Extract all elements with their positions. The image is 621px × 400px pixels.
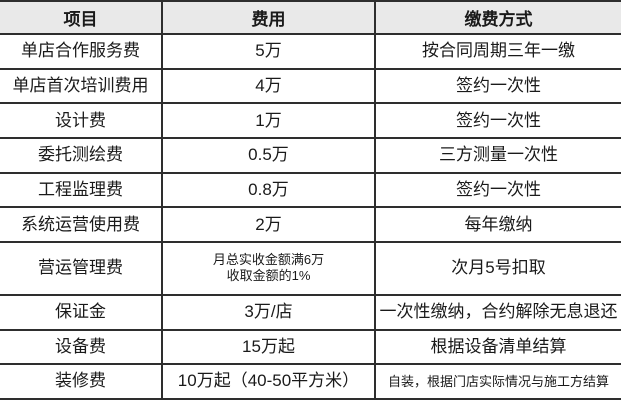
cell-payment: 按合同周期三年一缴: [374, 33, 621, 69]
cell-fee: 3万/店: [161, 293, 375, 330]
table-row: 保证金 3万/店 一次性缴纳，合约解除无息退还: [0, 293, 621, 330]
cell-item: 设备费: [0, 328, 162, 365]
header-fee: 费用: [161, 0, 375, 34]
cell-item: 装修费: [0, 363, 162, 399]
cell-payment: 自装，根据门店实际情况与施工方结算: [374, 363, 621, 399]
cell-fee: 月总实收金额满6万 收取金额的1%: [161, 241, 375, 295]
header-row: 项目 费用 缴费方式: [0, 0, 621, 34]
cell-fee: 15万起: [161, 328, 375, 365]
cell-payment: 根据设备清单结算: [374, 328, 621, 365]
cell-payment: 每年缴纳: [374, 206, 621, 243]
table-row: 工程监理费 0.8万 签约一次性: [0, 171, 621, 208]
cell-payment: 签约一次性: [374, 102, 621, 139]
cell-fee: 2万: [161, 206, 375, 243]
table-row: 设计费 1万 签约一次性: [0, 102, 621, 139]
cell-fee: 0.5万: [161, 137, 375, 173]
cell-item: 保证金: [0, 293, 162, 330]
cell-payment: 次月5号扣取: [374, 241, 621, 295]
cell-item: 系统运营使用费: [0, 206, 162, 243]
table-row: 系统运营使用费 2万 每年缴纳: [0, 206, 621, 243]
table-row: 装修费 10万起（40-50平方米） 自装，根据门店实际情况与施工方结算: [0, 363, 621, 399]
cell-item: 委托测绘费: [0, 137, 162, 173]
cell-item: 营运管理费: [0, 241, 162, 295]
cell-payment: 签约一次性: [374, 67, 621, 104]
cell-item: 设计费: [0, 102, 162, 139]
table-row: 营运管理费 月总实收金额满6万 收取金额的1% 次月5号扣取: [0, 241, 621, 295]
fee-table-header: 项目 费用 缴费方式: [0, 0, 621, 34]
cell-item: 工程监理费: [0, 171, 162, 208]
table-row: 委托测绘费 0.5万 三方测量一次性: [0, 137, 621, 173]
header-item: 项目: [0, 0, 162, 34]
cell-payment: 一次性缴纳，合约解除无息退还: [374, 293, 621, 330]
cell-item: 单店首次培训费用: [0, 67, 162, 104]
table-row: 设备费 15万起 根据设备清单结算: [0, 328, 621, 365]
header-payment-method: 缴费方式: [374, 0, 621, 34]
cell-payment: 签约一次性: [374, 171, 621, 208]
table-row: 单店首次培训费用 4万 签约一次性: [0, 67, 621, 104]
cell-fee: 5万: [161, 33, 375, 69]
cell-item: 单店合作服务费: [0, 33, 162, 69]
cell-fee: 0.8万: [161, 171, 375, 208]
cell-fee: 1万: [161, 102, 375, 139]
cell-fee: 4万: [161, 67, 375, 104]
cell-payment: 三方测量一次性: [374, 137, 621, 173]
table-row: 单店合作服务费 5万 按合同周期三年一缴: [0, 33, 621, 69]
fee-table-body: 单店合作服务费 5万 按合同周期三年一缴 单店首次培训费用 4万 签约一次性 设…: [0, 33, 621, 399]
cell-fee: 10万起（40-50平方米）: [161, 363, 375, 399]
